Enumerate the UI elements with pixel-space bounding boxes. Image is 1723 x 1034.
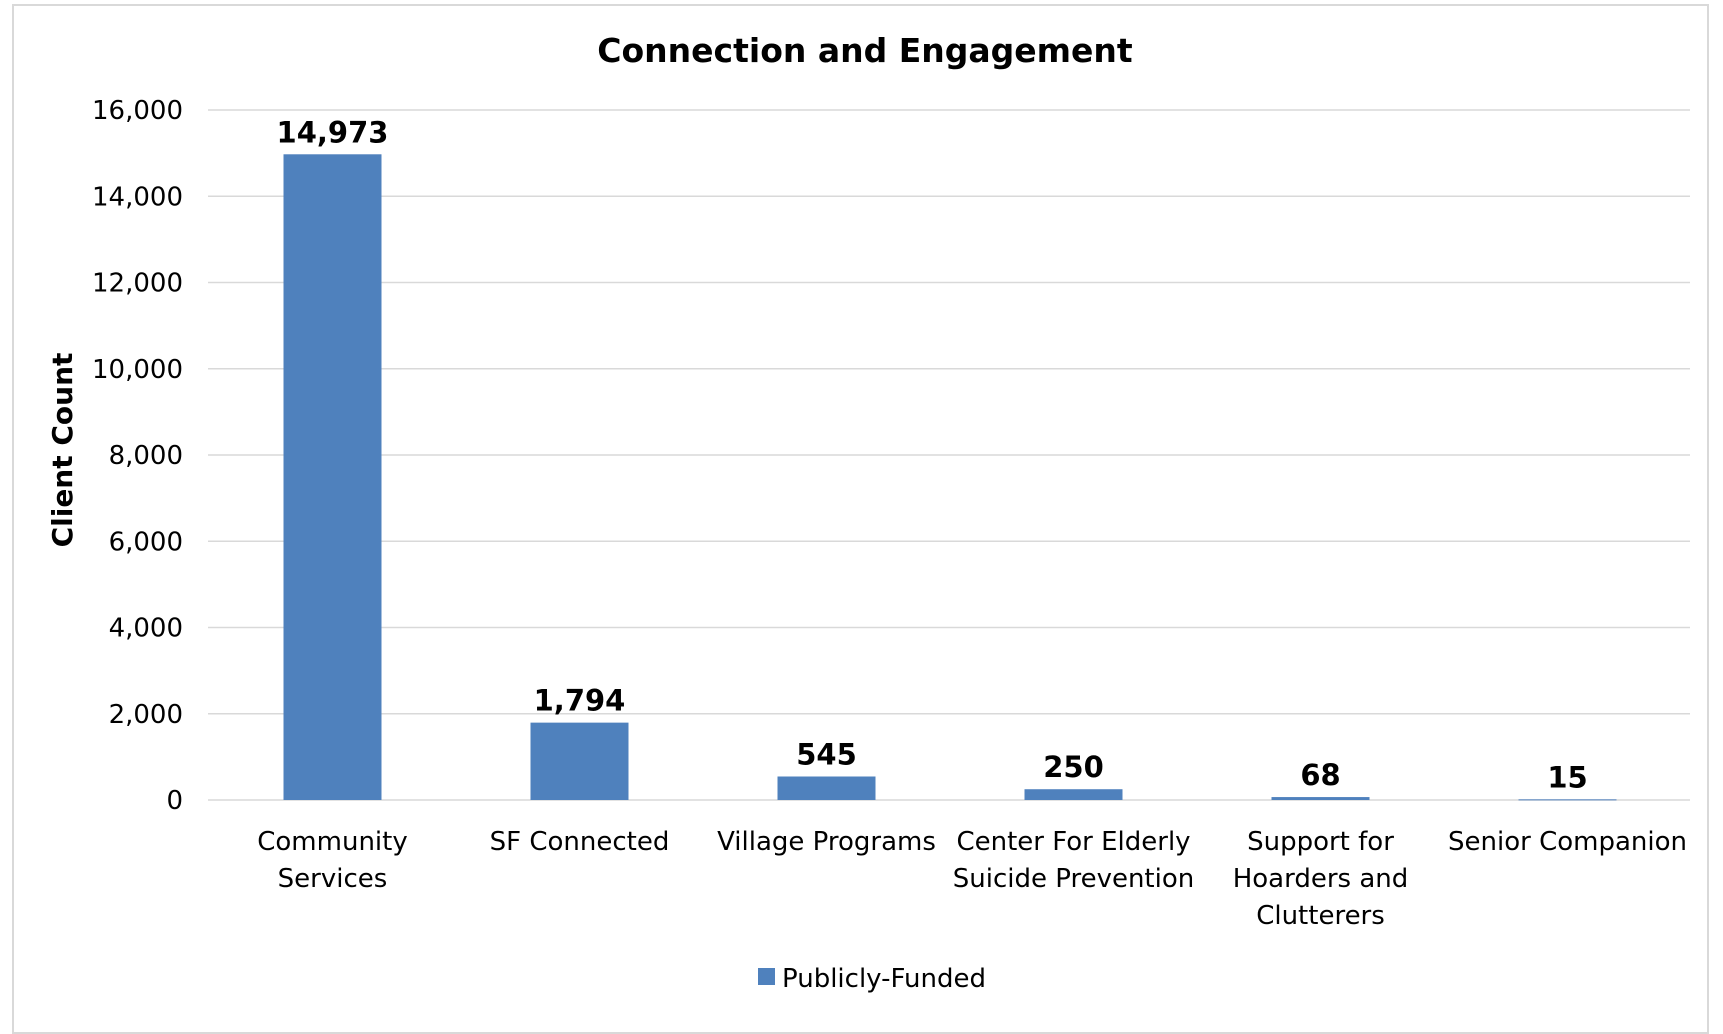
gridlines — [208, 109, 1690, 801]
y-tick-label: 4,000 — [109, 614, 183, 644]
legend: Publicly-Funded — [758, 964, 986, 994]
data-label: 250 — [1043, 750, 1104, 784]
y-axis-ticks: 0 2,000 4,000 6,000 8,000 10,000 12,000 14,000 1… — [92, 96, 183, 816]
bar — [283, 154, 382, 800]
bar — [1518, 799, 1617, 801]
data-label: 14,973 — [277, 115, 389, 149]
category-label: Community Services — [257, 827, 407, 894]
data-label: 68 — [1300, 758, 1340, 792]
y-tick-label: 10,000 — [92, 355, 183, 385]
bars — [283, 154, 1617, 801]
y-tick-label: 16,000 — [92, 96, 183, 126]
category-label: Senior Companion — [1448, 827, 1687, 857]
bar — [777, 776, 876, 800]
category-label: Support for Hoarders and Clutterers — [1233, 827, 1409, 931]
y-tick-label: 2,000 — [109, 700, 183, 730]
y-tick-label: 12,000 — [92, 269, 183, 299]
data-label: 15 — [1547, 760, 1587, 794]
category-label: Village Programs — [717, 827, 936, 857]
y-tick-label: 0 — [166, 786, 183, 816]
y-tick-label: 14,000 — [92, 182, 183, 212]
data-labels: 14,973 1,794 545 250 68 15 — [277, 115, 1588, 794]
legend-label: Publicly-Funded — [782, 964, 986, 994]
category-label: Center For Elderly Suicide Prevention — [953, 827, 1195, 894]
data-label: 545 — [796, 737, 857, 771]
y-tick-label: 6,000 — [109, 527, 183, 557]
bar — [1024, 789, 1123, 800]
y-axis-title: Client Count — [46, 353, 79, 548]
chart-title: Connection and Engagement — [597, 31, 1133, 70]
data-label: 1,794 — [534, 684, 626, 718]
x-axis-categories: Community Services SF Connected Village Pro… — [257, 827, 1687, 931]
bar — [530, 722, 629, 800]
category-label: SF Connected — [490, 827, 670, 857]
y-tick-label: 8,000 — [109, 441, 183, 471]
legend-swatch — [758, 968, 775, 985]
bar — [1271, 797, 1370, 800]
